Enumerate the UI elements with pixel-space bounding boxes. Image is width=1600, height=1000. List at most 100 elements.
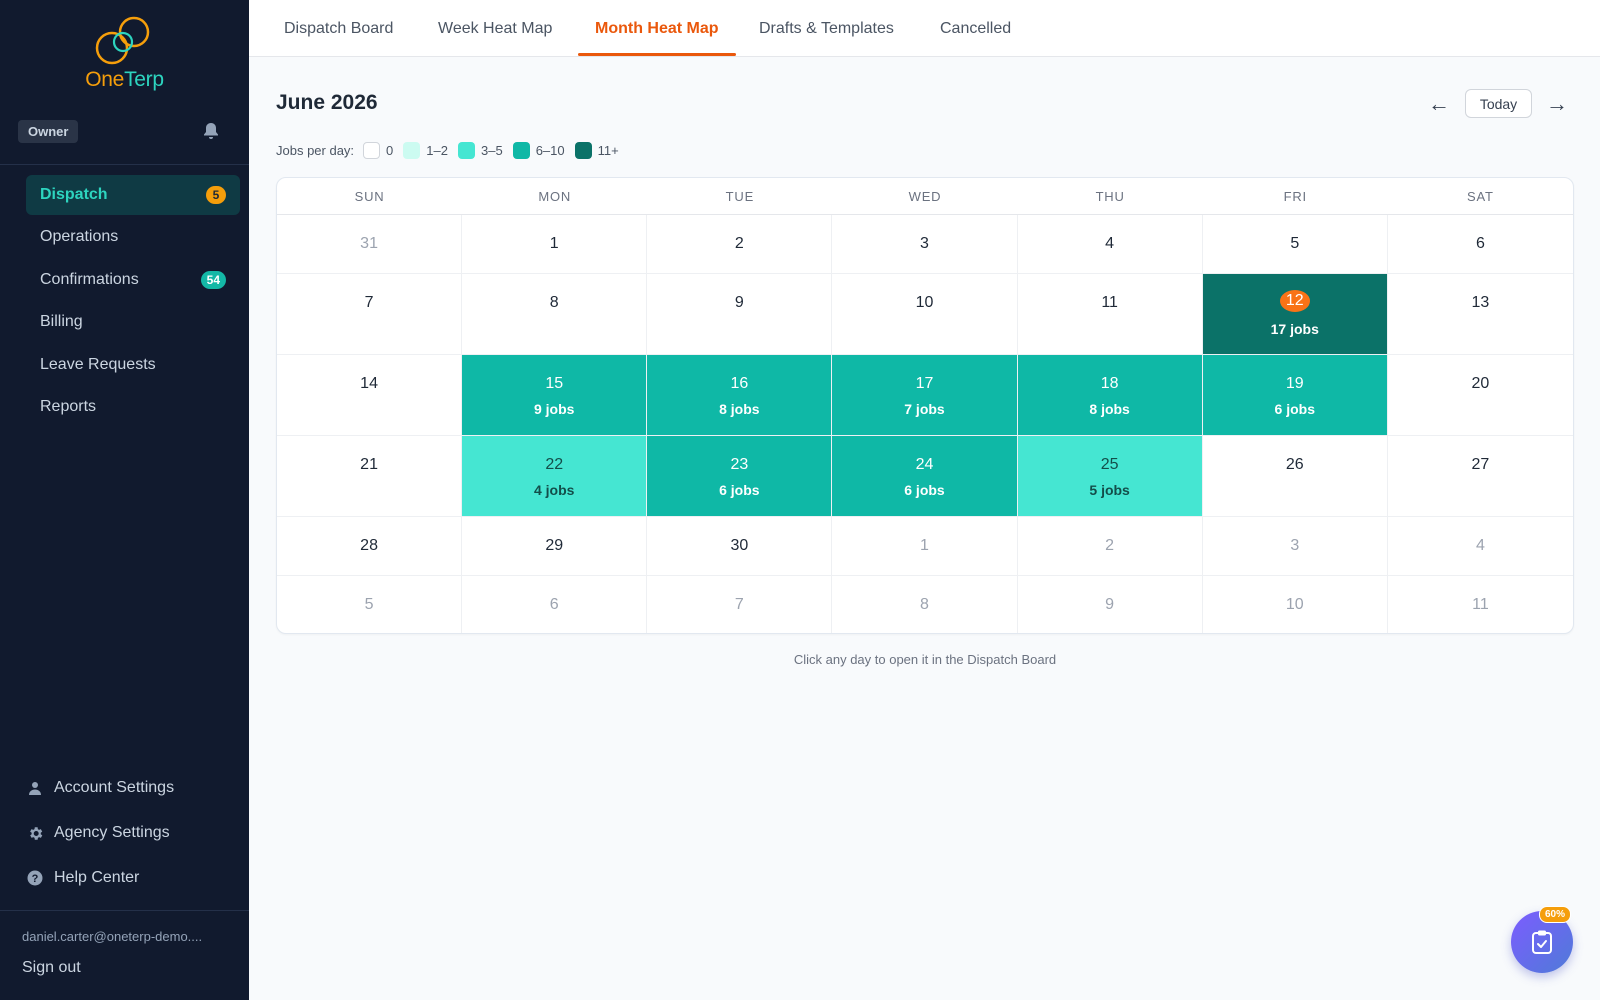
day-number: 3	[920, 235, 929, 252]
calendar-day-cell[interactable]: 18 8 jobs	[1017, 355, 1203, 435]
calendar-day-cell[interactable]: 26	[1203, 436, 1388, 516]
day-number: 18	[1100, 375, 1119, 392]
month-calendar: SUN MON TUE WED THU FRI SAT 31 1 2 3 4 5 6 7 8 9 1…	[276, 177, 1574, 634]
calendar-day-cell[interactable]: 31	[277, 215, 463, 273]
calendar-day-cell[interactable]: 11	[1388, 576, 1573, 633]
calendar-day-cell[interactable]: 11	[1018, 274, 1203, 354]
sidebar-item-reports[interactable]: Reports	[26, 387, 240, 427]
calendar-day-cell[interactable]: 5	[1203, 215, 1388, 273]
day-number: 6	[1475, 235, 1485, 252]
sidebar-item-operations[interactable]: Operations	[26, 217, 240, 257]
calendar-weeks: 31 1 2 3 4 5 6 7 8 9 10 11 12 17 jobs 13 14 15 9 jobs 16 8 …	[277, 215, 1573, 633]
sidebar-item-dispatch[interactable]: Dispatch 5	[26, 175, 240, 215]
day-number: 25	[1100, 456, 1119, 473]
calendar-day-cell[interactable]: 22 4 jobs	[462, 436, 648, 516]
dispatch-count-badge: 5	[206, 186, 226, 204]
calendar-day-cell[interactable]: 23 6 jobs	[647, 436, 833, 516]
calendar-day-cell[interactable]: 19 6 jobs	[1202, 355, 1388, 435]
sidebar-nav: Dispatch 5 Operations Confirmations 54 B…	[26, 175, 240, 429]
calendar-day-cell[interactable]: 8	[832, 576, 1018, 633]
active-tab-indicator	[578, 53, 736, 56]
agency-settings-link[interactable]: Agency Settings	[26, 813, 240, 853]
sidebar-item-label: Billing	[40, 313, 83, 331]
calendar-day-cell[interactable]: 29	[462, 517, 648, 575]
day-job-count: 17 jobs	[1270, 321, 1319, 337]
account-settings-link[interactable]: Account Settings	[26, 768, 240, 808]
calendar-day-cell[interactable]: 13	[1388, 274, 1573, 354]
calendar-day-cell[interactable]: 12 17 jobs	[1202, 274, 1388, 354]
sidebar-item-leave-requests[interactable]: Leave Requests	[26, 345, 240, 385]
day-number: 8	[549, 294, 559, 311]
tab-drafts-templates[interactable]: Drafts & Templates	[759, 19, 894, 37]
sidebar-item-confirmations[interactable]: Confirmations 54	[26, 260, 240, 300]
day-number: 8	[920, 596, 929, 613]
calendar-day-cell[interactable]: 4	[1388, 517, 1573, 575]
calendar-day-cell[interactable]: 21	[277, 436, 463, 516]
prev-month-button[interactable]: ←	[1428, 91, 1450, 116]
calendar-day-cell[interactable]: 4	[1018, 215, 1203, 273]
day-job-count: 7 jobs	[904, 401, 945, 417]
sign-out-link[interactable]: Sign out	[22, 959, 81, 976]
today-button[interactable]: Today	[1465, 89, 1532, 118]
day-number: 11	[1472, 596, 1489, 613]
calendar-day-cell[interactable]: 10	[1203, 576, 1388, 633]
bell-icon[interactable]	[201, 121, 221, 141]
sidebar-item-billing[interactable]: Billing	[26, 302, 240, 342]
logo[interactable]: OneTerp	[0, 12, 249, 92]
help-center-link[interactable]: ? Help Center	[26, 858, 240, 898]
calendar-day-cell[interactable]: 6	[1388, 215, 1573, 273]
tab-week-heat-map[interactable]: Week Heat Map	[438, 19, 553, 37]
day-number: 22	[545, 456, 564, 473]
calendar-day-cell[interactable]: 8	[462, 274, 648, 354]
legend-swatch	[363, 141, 381, 159]
tab-cancelled[interactable]: Cancelled	[940, 19, 1012, 37]
weekday-label: SAT	[1467, 188, 1494, 204]
calendar-day-cell[interactable]: 27	[1388, 436, 1573, 516]
calendar-day-cell[interactable]: 1	[832, 517, 1018, 575]
calendar-day-cell[interactable]: 17 7 jobs	[832, 355, 1018, 435]
day-number: 16	[730, 375, 749, 392]
legend-swatch	[457, 141, 475, 159]
day-number: 5	[1290, 235, 1300, 252]
calendar-day-cell[interactable]: 1	[462, 215, 648, 273]
help-icon: ?	[26, 869, 44, 887]
calendar-day-cell[interactable]: 20	[1388, 355, 1573, 435]
day-number: 20	[1471, 375, 1490, 392]
calendar-day-cell[interactable]: 6	[462, 576, 648, 633]
calendar-day-cell[interactable]: 9	[647, 274, 833, 354]
calendar-day-cell[interactable]: 10	[832, 274, 1018, 354]
calendar-day-cell[interactable]: 25 5 jobs	[1017, 436, 1203, 516]
day-number: 12	[1279, 290, 1310, 312]
calendar-day-cell[interactable]: 9	[1018, 576, 1203, 633]
calendar-day-cell[interactable]: 15 9 jobs	[462, 355, 648, 435]
calendar-day-cell[interactable]: 14	[277, 355, 463, 435]
calendar-day-cell[interactable]: 7	[647, 576, 833, 633]
calendar-day-cell[interactable]: 2	[1018, 517, 1203, 575]
tab-dispatch-board[interactable]: Dispatch Board	[284, 19, 394, 37]
tab-month-heat-map[interactable]: Month Heat Map	[595, 19, 719, 37]
logo-mark-icon	[95, 16, 149, 65]
calendar-day-cell[interactable]: 28	[277, 517, 463, 575]
calendar-day-cell[interactable]: 16 8 jobs	[647, 355, 833, 435]
weekday-label: FRI	[1283, 188, 1307, 204]
calendar-day-cell[interactable]: 3	[832, 215, 1018, 273]
day-number: 24	[915, 456, 934, 473]
calendar-day-cell[interactable]: 30	[647, 517, 833, 575]
calendar-day-cell[interactable]: 24 6 jobs	[832, 436, 1018, 516]
legend-item-label: 3–5	[480, 142, 503, 158]
day-number: 23	[730, 456, 749, 473]
calendar-day-cell[interactable]: 3	[1203, 517, 1388, 575]
day-number: 6	[549, 596, 559, 613]
calendar-day-cell[interactable]: 7	[277, 274, 463, 354]
day-job-count: 6 jobs	[904, 482, 945, 498]
calendar-week-row: 5 6 7 8 9 10 11	[277, 576, 1573, 633]
legend-swatch	[403, 141, 421, 159]
sidebar-divider	[0, 910, 249, 911]
next-month-button[interactable]: →	[1546, 91, 1568, 116]
calendar-day-cell[interactable]: 5	[277, 576, 463, 633]
day-number: 2	[734, 235, 744, 252]
sidebar-item-label: Operations	[40, 228, 119, 246]
calendar-day-cell[interactable]: 2	[647, 215, 833, 273]
logo-text: OneTerp	[85, 68, 164, 91]
day-number: 30	[730, 537, 749, 554]
